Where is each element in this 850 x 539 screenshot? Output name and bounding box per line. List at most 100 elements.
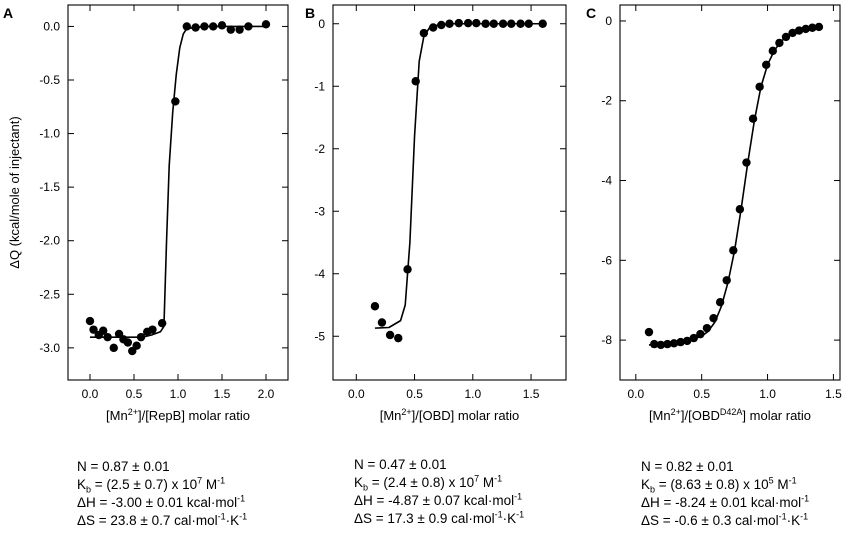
panel-c-data-point (663, 339, 672, 349)
panel-a-data-point (148, 325, 157, 334)
panel-c-data-point (755, 82, 764, 91)
panel-a-y-tick-label: -3.0 (39, 341, 60, 355)
panel-a-data-point (200, 22, 209, 31)
panel-a-fit-curve (90, 25, 266, 338)
panel-c-data-point (788, 28, 797, 38)
panel-c-data-point (794, 26, 804, 35)
panel-c-parameters: N = 0.82 ± 0.01 Kb = (8.63 ± 0.8) x 105 M… (641, 458, 809, 530)
panel-a-parameter-line: Kb = (2.5 ± 0.7) x 107 M-1 (77, 475, 226, 495)
panel-c-data-point (669, 339, 679, 348)
panel-a-data-point (209, 22, 218, 31)
panel-c-data-point (801, 24, 810, 34)
panel-a-y-axis-title: ΔQ (kcal/mole of injectant) (7, 116, 22, 268)
panel-c-data-point (715, 298, 725, 307)
panel-c-data-point (762, 60, 771, 70)
panel-c-data-point (729, 246, 738, 255)
panel-a-data-point (217, 21, 227, 30)
panel-a-y-tick-label: -2.5 (39, 287, 60, 301)
panel-c-x-axis-title: [Mn2+]/[OBDD42A] molar ratio (649, 407, 811, 423)
panel-c-y-tick-label: -2 (601, 94, 612, 108)
panel-a-data-point (171, 97, 180, 106)
panel-a-y-tick-label: -1.0 (39, 127, 60, 141)
panel-a-parameter-line: ΔH = -3.00 ± 0.01 kcal·mol-1 (77, 493, 246, 510)
panel-c-data-point (644, 327, 654, 337)
panel-a-data-point (157, 319, 167, 328)
panel-c-data-point (656, 340, 666, 350)
panel-b-data-point (538, 19, 547, 28)
panel-a-x-tick-label: 1.5 (214, 387, 231, 401)
panel-b-parameter-line: N = 0.47 ± 0.01 (354, 457, 447, 472)
panel-b-y-tick-label: 0 (318, 17, 325, 31)
panel-a-x-tick-label: 1.0 (170, 387, 187, 401)
panel-b-data-point (437, 20, 446, 30)
panel-b-x-tick-label: 1.0 (464, 387, 481, 401)
panel-b-data-point (394, 333, 403, 343)
panel-c-parameter-line: N = 0.82 ± 0.01 (641, 459, 734, 474)
panel-c-x-tick-label: 0.5 (693, 387, 710, 401)
panel-a-x-tick-label: 0.5 (126, 387, 143, 401)
panel-b-y-tick-label: -3 (314, 204, 325, 218)
panel-b-data-point (403, 265, 412, 274)
panel-c-data-point (709, 313, 718, 323)
panel-b-y-tick-label: -5 (314, 329, 325, 343)
panel-c-y-tick-label: -8 (601, 333, 612, 347)
panel-b-parameters: N = 0.47 ± 0.01 Kb = (2.4 ± 0.8) x 107 M-… (354, 456, 524, 528)
panel-b-data-point (454, 18, 464, 28)
panel-c-x-tick-label: 1.5 (825, 387, 842, 401)
panel-c-data-point (742, 158, 751, 167)
panel-c-label: C (586, 5, 596, 21)
panel-a-x-tick-label: 2.0 (258, 387, 275, 401)
panel-b-data-point (411, 77, 420, 86)
panel-b-parameter-line: Kb = (2.4 ± 0.8) x 107 M-1 (354, 473, 503, 493)
panel-b-y-tick-label: -2 (314, 142, 325, 156)
panel-c-y-tick-label: 0 (605, 14, 612, 28)
panel-b-data-point (419, 28, 429, 38)
panel-c-data-point (748, 114, 758, 123)
panel-c-data-point (682, 336, 692, 346)
panel-a-data-point (191, 23, 200, 32)
panel-a-y-tick-label: -1.5 (39, 180, 60, 194)
panel-b-data-point (472, 18, 481, 28)
panel-c-y-tick-label: -4 (601, 174, 612, 188)
panel-a-data-point (261, 20, 271, 29)
panel-a-data-point (244, 22, 253, 31)
panel-a-data-point (123, 338, 133, 347)
panel-b-y-tick-label: -1 (314, 79, 325, 93)
panel-b-x-tick-label: 0.5 (406, 387, 423, 401)
panel-b-data-point (489, 19, 498, 28)
panel-a-y-tick-label: -0.5 (39, 73, 60, 87)
panel-a-data-point (136, 332, 146, 342)
panel-c-data-point (775, 38, 784, 48)
panel-a-data-point (226, 25, 235, 34)
panel-b-data-point (428, 23, 438, 32)
panel-c-parameter-line: Kb = (8.63 ± 0.8) x 105 M-1 (641, 475, 797, 495)
panel-a-data-point (99, 326, 108, 335)
panel-b-data-point (516, 19, 525, 28)
panel-a-data-point (182, 22, 191, 31)
panel-a-y-tick-label: 0.0 (43, 19, 60, 33)
panel-c-x-tick-label: 1.0 (759, 387, 776, 401)
panel-c-data-point (676, 337, 685, 347)
panel-b-data-point (463, 18, 473, 28)
panel-a-label: A (3, 5, 13, 21)
panel-a-x-axis-title: [Mn2+]/[RepB] molar ratio (106, 407, 250, 423)
panel-b-data-point (498, 19, 508, 28)
panel-b-data-point (377, 318, 387, 327)
panel-b-plot-frame (332, 4, 567, 381)
panel-a-data-point (89, 325, 98, 334)
panel-b-x-tick-label: 0.0 (348, 387, 365, 401)
panel-c-data-point (650, 339, 659, 349)
panel-c-data-point (696, 329, 705, 339)
panel-a-parameters: N = 0.87 ± 0.01 Kb = (2.5 ± 0.7) x 107 M-… (77, 458, 247, 530)
panel-b-y-tick-label: -4 (314, 267, 325, 281)
panel-b-x-axis-title: [Mn2+]/[OBD] molar ratio (380, 407, 520, 423)
panel-c-y-tick-label: -6 (601, 253, 612, 267)
panel-c-plot-frame (619, 4, 841, 381)
panel-a-parameter-line: N = 0.87 ± 0.01 (77, 459, 170, 474)
panel-c-data-point (702, 323, 712, 333)
panel-b-parameter-line: ΔS = 17.3 ± 0.9 cal·mol-1·K-1 (354, 509, 525, 526)
panel-c-data-point (808, 23, 817, 32)
panel-b-x-tick-label: 1.5 (523, 387, 540, 401)
panel-b-data-point (385, 330, 395, 340)
panel-a-data-point (103, 332, 112, 342)
